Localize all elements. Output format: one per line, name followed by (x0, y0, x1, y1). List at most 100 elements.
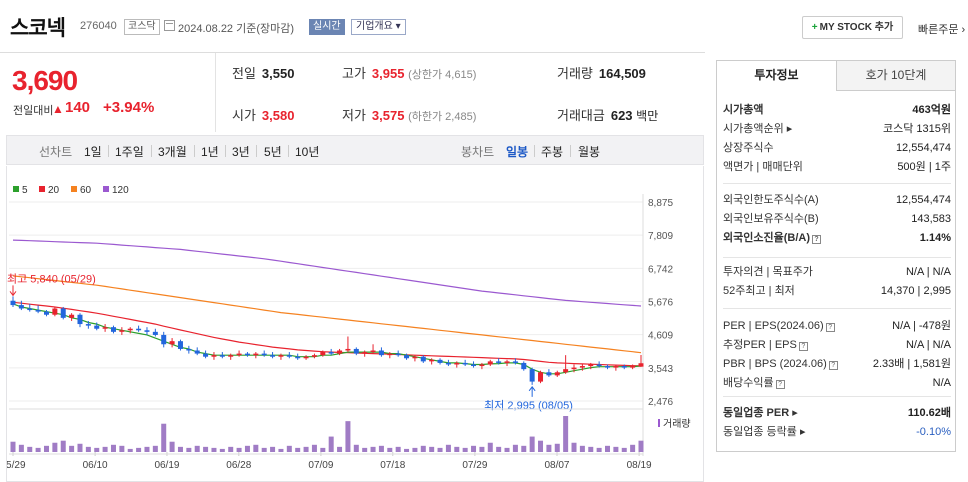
info-label: 시가총액순위 ▸ (723, 123, 793, 135)
info-label: 배당수익률? (723, 374, 785, 392)
volume-bar (228, 446, 234, 452)
candle-body (353, 348, 359, 354)
stock-chart[interactable]: 5 20 60 120 8,875 7,809 6,742 5,676 4,609 3,543 2,… (0, 166, 704, 482)
volume-bar (579, 445, 585, 452)
low-annotation: 최저 2,995 (08/05) (484, 399, 573, 412)
tab-investment-info[interactable]: 투자정보 (717, 61, 836, 91)
x-tick-label: 07/09 (308, 460, 333, 471)
volume-bar (110, 444, 116, 452)
ma120-line (12, 239, 642, 307)
candle-body (303, 356, 309, 359)
divider (534, 145, 535, 157)
chart-toolbar: 선차트 1일 1주일 3개월 1년 3년 5년 10년 봉차트 일봉 주봉 월봉 (6, 135, 704, 165)
volume-bar (211, 447, 217, 452)
volume-bar (94, 447, 100, 452)
low-annotation-arrowhead (528, 386, 536, 392)
candle-chart-label[interactable]: 봉차트 (461, 145, 495, 159)
volume-bar (546, 444, 552, 452)
info-value: N/A | -478원 (892, 320, 951, 332)
volume-bar (563, 416, 569, 452)
change-percent: +3.94% (103, 99, 155, 116)
volume-bar (395, 446, 401, 452)
low-price: 저가 3,575 (하한가 2,485) (342, 105, 476, 124)
candle-body (588, 364, 594, 367)
volume-bar (177, 446, 183, 452)
candle-monthly[interactable]: 월봉 (578, 145, 601, 159)
upper-limit: (상한가 4,615) (408, 69, 477, 81)
volume-bar (554, 443, 560, 452)
high-price: 고가 3,955 (상한가 4,615) (342, 63, 476, 82)
volume-bar (596, 447, 602, 452)
volume-bar (613, 446, 619, 452)
candle-body (504, 361, 510, 363)
candle-body (136, 328, 142, 331)
candle-daily[interactable]: 일봉 (506, 145, 529, 159)
y-tick-label: 5,676 (648, 297, 673, 308)
candle-body (278, 355, 284, 357)
info-label: 투자의견 | 목표주가 (723, 266, 813, 278)
add-mystock-button[interactable]: + MY STOCK 추가 (802, 16, 903, 39)
volume-bar (77, 443, 83, 452)
info-value: 코스닥 1315위 (882, 123, 951, 135)
candle-weekly[interactable]: 주봉 (541, 145, 564, 159)
quick-order-link[interactable]: 빠른주문 › (918, 24, 966, 36)
period-3y[interactable]: 3년 (232, 145, 250, 159)
investment-info-panel: 투자정보 호가 10단계 시가총액 463억원 시가총액순위 ▸ 코스닥 1315위 상… (716, 60, 956, 452)
stock-header: 스코넥 276040 코스닥 2024.08.22 기준(장마감) 실시간 기업… (0, 0, 968, 52)
legend-swatch (13, 186, 19, 192)
volume: 거래량 164,509 (557, 63, 646, 82)
tab-order-book[interactable]: 호가 10단계 (836, 61, 955, 91)
info-value: -0.10% (916, 426, 951, 438)
trade-amount: 거래대금 623 백만 (557, 105, 658, 124)
realtime-button[interactable]: 실시간 (309, 19, 345, 35)
info-row: 시가총액 463억원 (723, 101, 951, 119)
volume-bar (144, 446, 150, 452)
company-overview-dropdown[interactable]: 기업개요 ▾ (351, 19, 406, 35)
period-1d[interactable]: 1일 (84, 145, 102, 159)
info-row: 52주최고 | 최저 14,370 | 2,995 (723, 282, 951, 300)
period-3m[interactable]: 3개월 (158, 145, 187, 159)
legend-swatch (39, 186, 45, 192)
volume-bar (412, 447, 418, 452)
period-1y[interactable]: 1년 (201, 145, 219, 159)
low-value: 3,575 (371, 108, 405, 123)
divider (723, 396, 951, 397)
candle-body (370, 350, 376, 353)
candle-body (127, 328, 133, 331)
volume-bar (303, 446, 309, 452)
help-icon[interactable]: ? (828, 361, 838, 370)
help-icon[interactable]: ? (775, 380, 785, 389)
open-value: 3,580 (261, 108, 295, 123)
candle-body (244, 353, 250, 356)
volume-bar (35, 447, 41, 452)
period-10y[interactable]: 10년 (295, 145, 320, 159)
candle-body (621, 366, 627, 368)
volume-bar (328, 436, 334, 452)
high-annotation-arrowhead (9, 291, 17, 297)
divider (288, 145, 289, 157)
divider (108, 145, 109, 157)
candle-body (52, 308, 58, 315)
help-icon[interactable]: ? (798, 342, 808, 351)
volume-bar (52, 442, 58, 452)
period-5y[interactable]: 5년 (264, 145, 282, 159)
x-tick-label: 05/29 (7, 460, 26, 471)
divider (570, 145, 571, 157)
y-tick-label: 4,609 (648, 331, 673, 342)
plus-icon: + (811, 22, 818, 33)
info-value: 500원 | 1주 (897, 161, 951, 173)
volume-bar (236, 447, 242, 452)
x-tick-label: 07/18 (380, 460, 405, 471)
line-chart-label[interactable]: 선차트 (39, 145, 73, 159)
candle-body (362, 352, 368, 354)
volume-bar (496, 446, 502, 452)
candle-body (110, 327, 116, 332)
candle-body (94, 325, 100, 329)
candle-body (194, 350, 200, 354)
help-icon[interactable]: ? (825, 323, 835, 332)
help-icon[interactable]: ? (812, 235, 821, 244)
volume-bar (387, 447, 393, 452)
period-1w[interactable]: 1주일 (115, 145, 144, 159)
current-price: 3,690 (12, 65, 78, 96)
info-value: 463억원 (912, 104, 951, 116)
